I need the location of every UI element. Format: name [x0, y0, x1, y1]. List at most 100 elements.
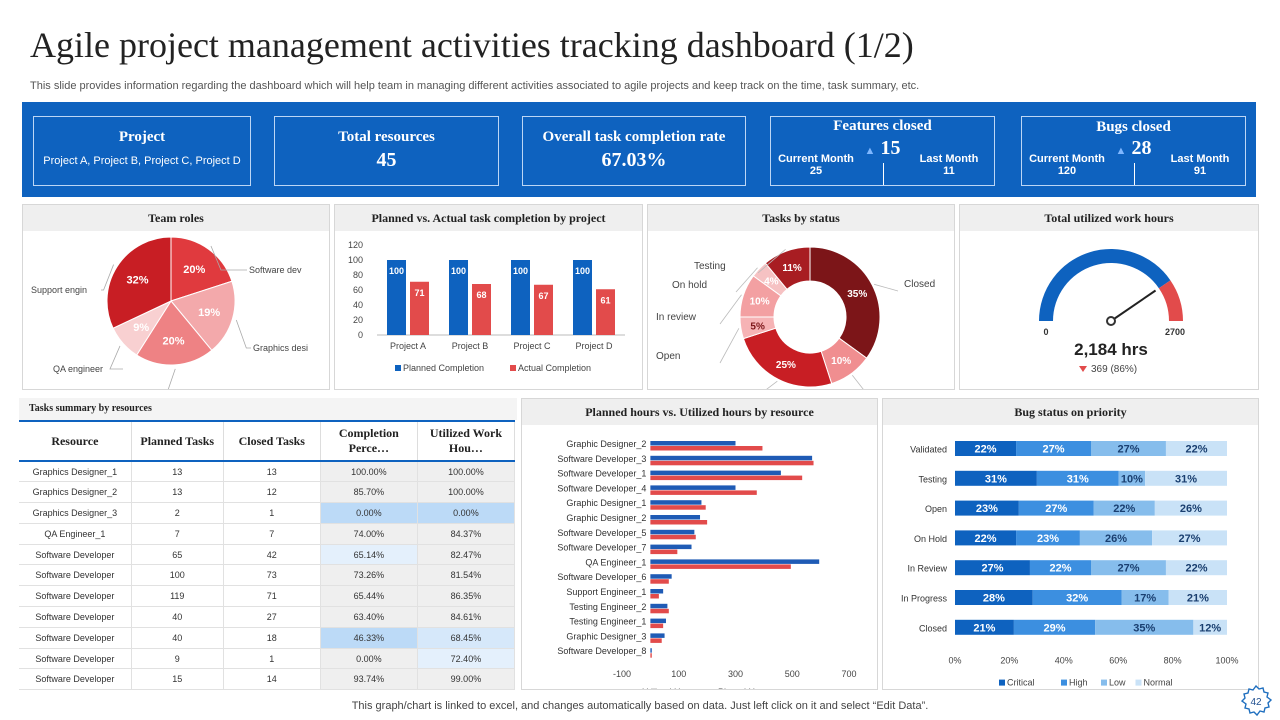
x-tick-label: 700: [841, 669, 856, 679]
tasks-summary-panel: Tasks summary by resources Resource Plann…: [19, 398, 517, 691]
donut-leader-testing: [757, 248, 786, 274]
kpi-features-main: ▲ 15: [771, 137, 994, 160]
legend-swatch-normal: [1135, 679, 1142, 686]
hbar-label-11-testing-engineer-2: Testing Engineer_2: [569, 602, 646, 612]
footer-note: This graph/chart is linked to excel, and…: [351, 700, 929, 712]
page-number: 42: [1250, 697, 1262, 708]
bar-value-actual-completion-project-a: 71: [414, 288, 424, 298]
x-tick-label-project-d: Project D: [575, 341, 613, 351]
table-cell: 40: [131, 606, 224, 628]
hbar-utilized-hours-2: [650, 470, 781, 476]
bar-value-actual-completion-project-b: 68: [476, 290, 486, 300]
table-cell: 1: [223, 648, 321, 670]
x-tick-label: 100: [671, 669, 686, 679]
hbar-plnned-hours-5: [650, 520, 708, 525]
kpi-bugs-last-value: 91: [1193, 165, 1207, 177]
kpi-completion-value: 67.03%: [601, 149, 667, 171]
kpi-bugs-last: Last Month 91: [1155, 153, 1245, 177]
tasks-status-title: Tasks by status: [648, 205, 954, 231]
hbar-utilized-hours-14: [650, 648, 652, 653]
table-row: Graphics Designer_1 13 13 100.00% 100.00%: [19, 461, 516, 483]
stack-value-high-closed: 29%: [1044, 622, 1066, 634]
donut-leader-open: [719, 328, 740, 364]
table-cell: 100.00%: [320, 461, 418, 483]
bar-planned-completion-project-d: [573, 260, 592, 335]
bar-value-actual-completion-project-d: 61: [600, 295, 610, 305]
stack-value-normal-on-hold: 27%: [1179, 533, 1201, 545]
stack-value-low-validated: 27%: [1117, 444, 1139, 456]
table-cell: 74.00%: [320, 523, 418, 545]
pie-slice-support-engin: [106, 236, 172, 329]
stack-label-open: Open: [925, 504, 947, 514]
stack-seg-high-closed: [1013, 619, 1096, 635]
hbar-plnned-hours-0: [650, 446, 763, 451]
stack-value-critical-testing: 31%: [985, 473, 1007, 485]
pie-leader-testing-engin: [139, 368, 176, 399]
work-hours-title: Total utilized work hours: [960, 205, 1258, 231]
pie-leader-software-dev: [210, 245, 247, 271]
stack-value-normal-in-progress: 21%: [1187, 593, 1209, 605]
stack-seg-normal-on-hold: [1152, 530, 1227, 546]
stack-seg-high-testing: [1036, 470, 1119, 486]
table-cell: 73: [223, 564, 321, 587]
planned-utilized-chart: Graphic Designer_2 Software Developer_3 So…: [557, 439, 856, 697]
table-cell: 119: [131, 585, 224, 608]
donut-percent-in-progress: 10%: [831, 356, 851, 367]
table-cell: 40: [131, 627, 224, 649]
legend-swatch-planned-completion: [395, 365, 401, 371]
kpi-bugs-main: ▲ 28: [1022, 137, 1245, 160]
table-row: Software Developer 15 14 93.74% 99.00%: [19, 668, 516, 691]
stack-seg-high-validated: [1016, 441, 1091, 456]
table-cell: 0.00%: [417, 502, 516, 524]
table-row: Software Developer 40 18 46.33% 68.45%: [19, 627, 516, 649]
legend-label-critical: Critical: [1007, 678, 1035, 688]
kpi-bugs-divider: [1133, 163, 1135, 185]
kpi-project-value: Project A, Project B, Project C, Project…: [43, 155, 241, 167]
table-cell: 0.00%: [320, 502, 418, 524]
stack-seg-critical-in-progress: [955, 590, 1033, 605]
stack-value-critical-closed: 21%: [973, 622, 995, 634]
page-subtitle: This slide provides information regardin…: [30, 80, 920, 92]
hbar-utilized-hours-10: [650, 589, 664, 594]
donut-percent-open: 5%: [750, 321, 765, 332]
table-body: Graphics Designer_1 13 13 100.00% 100.00% Gra…: [19, 461, 516, 691]
table-row: Software Developer 119 71 65.44% 86.35%: [19, 585, 516, 608]
hbar-plnned-hours-3: [650, 490, 757, 495]
table-cell: 82.47%: [417, 544, 516, 566]
table-row: Software Developer 40 27 63.40% 84.61%: [19, 606, 516, 628]
stack-seg-low-validated: [1091, 441, 1166, 456]
stack-seg-high-open: [1018, 500, 1094, 516]
x-tick-label: 300: [728, 669, 743, 679]
kpi-project-label: Project: [118, 129, 166, 145]
kpi-features-last: Last Month 11: [904, 153, 994, 177]
table-header-row: Resource Planned Tasks Closed Tasks Complet…: [19, 420, 516, 462]
table-cell: 72.40%: [417, 648, 516, 670]
planned-utilized-panel: Planned hours vs. Utilized hours by reso…: [521, 398, 878, 697]
stack-seg-normal-testing: [1145, 470, 1227, 486]
bar-value-planned-completion-project-c: 100: [513, 266, 528, 276]
stack-value-low-in-review: 27%: [1117, 563, 1139, 575]
stack-value-low-open: 22%: [1113, 503, 1135, 515]
stack-seg-critical-open: [955, 500, 1019, 516]
tasks-summary-title: Tasks summary by resources: [19, 398, 517, 420]
table-cell: Software Developer: [19, 585, 132, 608]
donut-leader-in-review: [719, 294, 742, 325]
stack-seg-low-on-hold: [1079, 530, 1153, 546]
hbar-label-10-support-engineer-1: Support Engineer_1: [566, 587, 646, 597]
table-cell: 99.00%: [417, 668, 516, 691]
legend-swatch-actual-completion: [510, 365, 516, 371]
table-cell: 86.35%: [417, 585, 516, 608]
x-tick-label: 0%: [948, 656, 961, 666]
stack-value-high-on-hold: 23%: [1037, 533, 1059, 545]
y-tick-label: 60: [353, 285, 363, 295]
donut-percent-testing: 11%: [782, 263, 802, 274]
kpi-features-divider: [882, 163, 884, 185]
hbar-label-5-graphic-designer-2: Graphic Designer_2: [566, 513, 646, 523]
table-cell: 100: [131, 564, 224, 587]
kpi-resources-value: 45: [376, 149, 397, 171]
table-cell: 15: [131, 668, 224, 691]
stack-value-normal-in-review: 22%: [1185, 563, 1207, 575]
triangle-up-icon: ▲: [1115, 145, 1127, 157]
table-header-utilized-work-hou: Utilized Work Hou…: [417, 420, 516, 462]
kpi-bugs-last-label: Last Month: [1170, 153, 1230, 165]
